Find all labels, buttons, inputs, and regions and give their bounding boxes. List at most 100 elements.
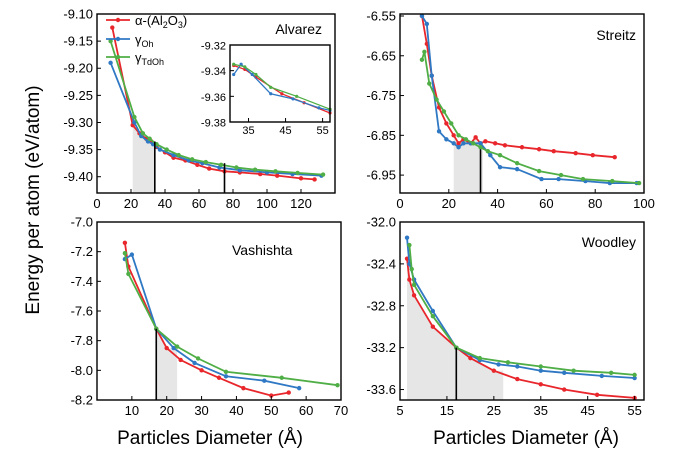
data-point-gTdOh xyxy=(456,133,461,138)
y-tick-label: -6.85 xyxy=(366,128,396,143)
x-tick-label: 50 xyxy=(264,403,278,418)
x-tick-label: 30 xyxy=(194,403,208,418)
data-point-alpha xyxy=(562,387,567,392)
data-point-alpha xyxy=(275,173,280,178)
data-point-alpha xyxy=(110,25,115,30)
data-point-gTdOh xyxy=(269,85,273,89)
data-point-gTdOh xyxy=(434,97,439,102)
data-point-alpha xyxy=(519,145,525,150)
data-point-gTdOh xyxy=(218,162,224,167)
series-line-alpha xyxy=(406,258,635,399)
data-point-gTdOh xyxy=(485,149,491,154)
data-point-gTdOh xyxy=(427,81,432,86)
y-tick-label: -6.95 xyxy=(366,168,396,183)
data-point-gOh xyxy=(296,385,302,391)
y-tick-label: -8.2 xyxy=(71,393,93,408)
shaded-region xyxy=(132,125,155,193)
legend-entry: α-(Al2O3) xyxy=(106,13,187,30)
data-point-alpha xyxy=(594,392,600,397)
x-tick-label: 40 xyxy=(229,403,243,418)
data-point-gOh xyxy=(496,362,501,367)
shaded-region xyxy=(407,258,504,400)
x-tick-label: 25 xyxy=(487,403,501,418)
data-point-gOh xyxy=(269,92,273,96)
y-tick-label: -9.30 xyxy=(63,115,93,130)
series-line-gOh xyxy=(124,253,300,389)
data-point-gOh xyxy=(429,73,434,78)
data-point-gTdOh xyxy=(441,109,447,114)
x-axis-title-right: Particles Diameter (Å) xyxy=(433,428,619,449)
data-point-alpha xyxy=(456,141,461,146)
data-point-gTdOh xyxy=(536,168,542,174)
x-tick-label: 40 xyxy=(490,196,504,211)
y-tick-label: -9.34 xyxy=(201,66,226,78)
legend-entry: γTdOh xyxy=(106,50,164,67)
data-point-gOh xyxy=(171,345,176,351)
data-point-alpha xyxy=(207,166,212,171)
data-point-gTdOh xyxy=(126,271,131,277)
data-point-gOh xyxy=(497,164,503,170)
y-tick-label: -6.75 xyxy=(366,88,396,103)
y-tick-label: -9.20 xyxy=(63,61,93,76)
data-point-gTdOh xyxy=(449,121,454,126)
data-point-gTdOh xyxy=(463,137,469,142)
x-tick-label: 45 xyxy=(279,125,291,137)
data-point-gTdOh xyxy=(273,169,278,174)
data-point-alpha xyxy=(178,357,183,363)
x-tick-label: 10 xyxy=(125,403,139,418)
panel-1: 0 20 40 60 80 100 -6.55 -6.65 -6.75 -6.85 -6.95 Str… xyxy=(366,8,654,211)
data-point-gTdOh xyxy=(108,38,113,44)
data-point-gOh xyxy=(515,364,520,369)
data-point-gOh xyxy=(556,176,561,182)
x-tick-label: 5 xyxy=(396,403,403,418)
series-line-gTdOh xyxy=(421,51,640,184)
axes-frame xyxy=(399,13,645,194)
data-point-gOh xyxy=(461,141,466,146)
x-tick-label: 100 xyxy=(633,196,655,211)
data-point-gTdOh xyxy=(122,250,128,256)
data-point-gTdOh xyxy=(295,94,299,98)
data-point-gOh xyxy=(430,308,436,314)
data-point-alpha xyxy=(411,293,417,298)
data-point-gTdOh xyxy=(140,131,146,136)
data-point-gOh xyxy=(157,147,163,152)
data-point-alpha xyxy=(280,92,284,96)
data-point-alpha xyxy=(199,368,204,373)
series-line-gTdOh xyxy=(233,63,331,110)
data-point-gTdOh xyxy=(147,136,152,141)
legend-marker xyxy=(115,54,121,60)
x-tick-label: 20 xyxy=(159,403,173,418)
x-tick-label: 0 xyxy=(396,196,403,211)
data-point-gOh xyxy=(237,168,242,173)
panel-2: 10 20 30 40 50 60 70 -7.0 -7.2 -7.4 -7.6 -7.8 -8.0 -8… xyxy=(71,215,349,419)
data-point-alpha xyxy=(451,133,456,138)
x-tick-label: 20 xyxy=(124,196,138,211)
data-point-gTdOh xyxy=(471,141,476,146)
data-point-gTdOh xyxy=(320,172,326,177)
data-point-alpha xyxy=(502,143,508,148)
x-tick-label: 15 xyxy=(440,403,454,418)
panel-label: Alvarez xyxy=(275,21,322,37)
data-point-gTdOh xyxy=(538,364,543,369)
data-point-gOh xyxy=(223,374,229,379)
panel-0: 0 20 40 60 80 100 120 -9.10 -9.15 -9.20 -9.25 -9.30… xyxy=(63,7,336,211)
data-point-gOh xyxy=(599,373,604,379)
data-point-gOh xyxy=(436,129,442,134)
legend-label: γOh xyxy=(135,32,154,49)
data-point-alpha xyxy=(216,375,222,380)
panels: 0 20 40 60 80 100 120-9.10-9.15-9.20-9.25-9.30… xyxy=(63,7,654,419)
shaded-region xyxy=(453,135,483,193)
data-point-gTdOh xyxy=(514,160,520,166)
y-tick-label: -7.6 xyxy=(71,304,93,319)
series-line-gOh xyxy=(421,15,637,184)
data-point-alpha xyxy=(258,171,263,177)
data-point-alpha xyxy=(573,151,578,156)
data-point-alpha xyxy=(590,153,595,158)
data-point-alpha xyxy=(241,385,246,391)
x-tick-label: 55 xyxy=(316,125,328,137)
y-axis-title: Energy per atom (eV/atom) xyxy=(23,85,44,314)
data-point-gTdOh xyxy=(234,165,239,170)
x-tick-label: 70 xyxy=(334,403,348,418)
